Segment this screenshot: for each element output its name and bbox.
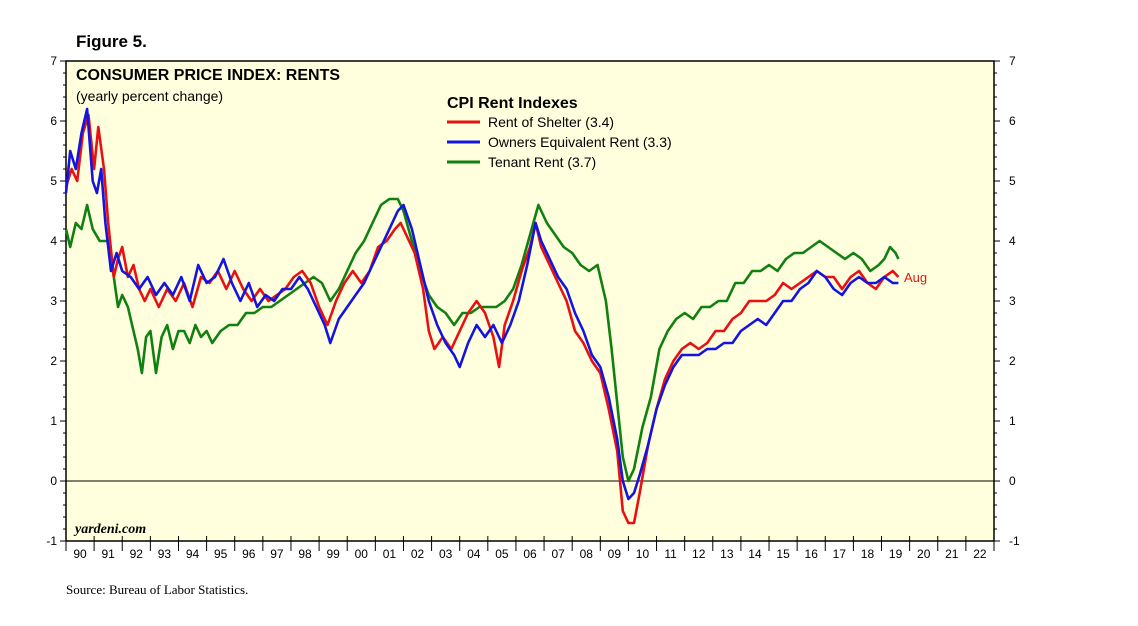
plot-area: [65, 60, 995, 542]
x-tick-label: 93: [158, 547, 172, 561]
x-tick-label: 00: [355, 547, 369, 561]
x-axis: 90 91 92 93 94 95 96 97 98 99 00 01 02 03 04 05 06 07 08 09…: [65, 536, 995, 561]
x-tick-label: 18: [861, 547, 875, 561]
series-line-tenant-rent: [64, 197, 900, 483]
x-tick-label: 06: [523, 547, 537, 561]
y-tick-label-left: 4: [50, 234, 57, 248]
x-tick-label: 90: [73, 547, 87, 561]
x-tick-label: 03: [439, 547, 453, 561]
x-tick-label: 19: [889, 547, 903, 561]
y-tick-label-left: 1: [50, 414, 57, 428]
x-tick-label: 08: [580, 547, 594, 561]
y-tick-label-left: 7: [50, 54, 57, 68]
figure-label: Figure 5.: [76, 32, 147, 51]
aug-annotation: Aug: [904, 270, 927, 285]
chart-title: CONSUMER PRICE INDEX: RENTS: [76, 67, 340, 84]
x-tick-label: 07: [551, 547, 565, 561]
x-tick-label: 16: [805, 547, 819, 561]
y-tick-label-right: 4: [1009, 234, 1016, 248]
x-tick-label: 01: [383, 547, 397, 561]
watermark: yardeni.com: [73, 522, 146, 537]
y-tick-label-right: 5: [1009, 174, 1016, 188]
y-tick-label-left: 3: [50, 294, 57, 308]
source-note: Source: Bureau of Labor Statistics.: [66, 582, 249, 597]
x-tick-label: 13: [720, 547, 734, 561]
series-line-owners-equivalent-rent: [64, 107, 899, 501]
y-axis: -1 -1 0 0 1 1 2 2 3 3 4 4 5 5 6 6 7 7: [46, 54, 1020, 548]
x-tick-label: 04: [467, 547, 481, 561]
y-tick-label-right: 1: [1009, 414, 1016, 428]
x-tick-label: 17: [833, 547, 847, 561]
legend-title: CPI Rent Indexes: [447, 95, 578, 112]
y-tick-label-right: 3: [1009, 294, 1016, 308]
x-tick-label: 95: [214, 547, 228, 561]
x-tick-label: 92: [130, 547, 144, 561]
x-tick-label: 05: [495, 547, 509, 561]
x-tick-label: 02: [411, 547, 425, 561]
y-tick-label-right: 2: [1009, 354, 1016, 368]
legend-label-tenant-rent: Tenant Rent (3.7): [488, 154, 596, 170]
y-tick-label-left: 5: [50, 174, 57, 188]
x-tick-label: 99: [326, 547, 340, 561]
y-tick-label-right: 7: [1009, 54, 1016, 68]
x-tick-label: 22: [973, 547, 987, 561]
y-tick-label-left: -1: [46, 534, 57, 548]
x-tick-label: 09: [608, 547, 622, 561]
x-tick-label: 94: [186, 547, 200, 561]
series-group: [64, 107, 900, 525]
x-tick-label: 10: [636, 547, 650, 561]
y-tick-label-left: 0: [50, 474, 57, 488]
legend-label-owners-equivalent-rent: Owners Equivalent Rent (3.3): [488, 134, 672, 150]
y-tick-label-right: 0: [1009, 474, 1016, 488]
legend-label-rent-of-shelter: Rent of Shelter (3.4): [488, 114, 614, 130]
x-tick-label: 20: [917, 547, 931, 561]
x-tick-label: 96: [242, 547, 256, 561]
x-tick-label: 11: [664, 547, 677, 561]
x-tick-label: 21: [945, 547, 959, 561]
chart-subtitle: (yearly percent change): [76, 88, 223, 104]
x-tick-label: 14: [748, 547, 762, 561]
y-tick-label-left: 2: [50, 354, 57, 368]
x-tick-label: 15: [776, 547, 790, 561]
x-tick-label: 98: [298, 547, 312, 561]
x-tick-label: 97: [270, 547, 284, 561]
y-tick-label-left: 6: [50, 114, 57, 128]
y-tick-label-right: -1: [1009, 534, 1020, 548]
x-tick-label: 12: [692, 547, 706, 561]
y-tick-label-right: 6: [1009, 114, 1016, 128]
legend: CPI Rent Indexes Rent of Shelter (3.4) O…: [447, 95, 672, 170]
x-tick-label: 91: [102, 547, 116, 561]
